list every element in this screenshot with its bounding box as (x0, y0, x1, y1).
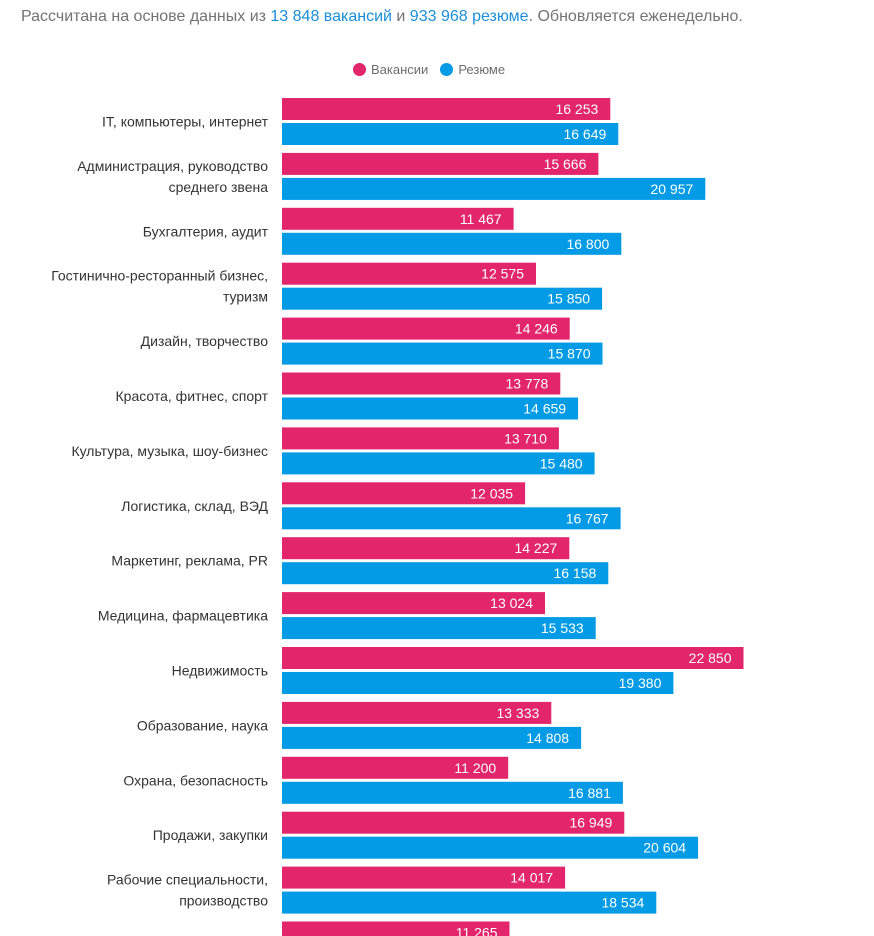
chart-legend: Вакансии Резюме (353, 62, 517, 77)
data-label-resumes: 18 534 (601, 895, 644, 911)
subtitle: Рассчитана на основе данных из 13 848 ва… (21, 8, 743, 26)
bar-vacancies[interactable] (282, 98, 611, 120)
subtitle-and: и (391, 8, 410, 25)
category-label: Продажи, закупки (153, 827, 268, 843)
bar-vacancies[interactable] (282, 152, 599, 175)
bar-vacancies[interactable] (282, 207, 514, 230)
bar-resumes[interactable] (282, 452, 595, 475)
category-label: Культура, музыка, шоу-бизнес (71, 443, 268, 459)
bar-resumes[interactable] (282, 342, 603, 365)
data-label-vacancies: 13 024 (490, 595, 533, 611)
bar-resumes[interactable] (282, 287, 603, 310)
bar-resumes[interactable] (282, 123, 619, 145)
bar-vacancies[interactable] (282, 701, 552, 724)
category-label: Администрация, руководство среднего звена (77, 158, 268, 195)
category-label: Дизайн, творчество (141, 333, 269, 349)
bar-vacancies[interactable] (282, 427, 559, 450)
data-label-resumes: 14 659 (523, 401, 566, 417)
bar-resumes[interactable] (282, 232, 622, 255)
category-label: Бухгалтерия, аудит (143, 223, 269, 239)
data-label-vacancies: 11 265 (456, 925, 498, 936)
bar-vacancies[interactable] (282, 866, 566, 889)
data-label-vacancies: 14 246 (515, 321, 558, 337)
data-label-resumes: 15 480 (540, 455, 583, 471)
data-label-resumes: 16 800 (566, 236, 609, 252)
data-label-resumes: 15 850 (547, 291, 590, 307)
bar-vacancies[interactable] (282, 756, 509, 779)
bar-resumes[interactable] (282, 726, 582, 749)
data-label-vacancies: 13 333 (496, 705, 539, 721)
legend-item-vacancies[interactable]: Вакансии (353, 62, 428, 77)
bar-vacancies[interactable] (282, 811, 625, 834)
data-label-vacancies: 13 778 (505, 376, 548, 392)
bar-resumes[interactable] (282, 397, 579, 420)
data-label-resumes: 19 380 (619, 675, 662, 691)
data-label-vacancies: 11 200 (454, 760, 496, 776)
vacancies-link[interactable]: 13 848 вакансий (270, 8, 392, 25)
data-label-vacancies: 15 666 (544, 156, 587, 172)
bar-resumes[interactable] (282, 177, 706, 200)
data-label-resumes: 20 957 (650, 181, 693, 197)
category-label: Образование, наука (137, 717, 268, 733)
bar-vacancies[interactable] (282, 537, 570, 560)
bar-vacancies[interactable] (282, 372, 561, 395)
bar-vacancies[interactable] (282, 647, 744, 669)
data-label-vacancies: 16 949 (569, 815, 612, 831)
bar-resumes[interactable] (282, 617, 596, 640)
bar-vacancies[interactable] (282, 262, 536, 285)
category-label: Логистика, склад, ВЭД (121, 498, 268, 514)
category-label: Охрана, безопасность (123, 772, 268, 788)
data-label-vacancies: 14 227 (514, 540, 557, 556)
data-label-resumes: 16 158 (553, 565, 596, 581)
bar-resumes[interactable] (282, 562, 609, 585)
category-label: Маркетинг, реклама, PR (111, 553, 268, 569)
data-label-vacancies: 22 850 (689, 650, 732, 666)
data-label-resumes: 20 604 (643, 840, 686, 856)
data-label-vacancies: 11 467 (460, 211, 502, 227)
data-label-vacancies: 14 017 (510, 870, 553, 886)
bar-vacancies[interactable] (282, 482, 526, 505)
data-label-vacancies: 13 710 (504, 430, 547, 446)
data-label-resumes: 14 808 (526, 730, 569, 746)
legend-resumes-label: Резюме (458, 62, 506, 77)
data-label-vacancies: 12 035 (470, 485, 513, 501)
data-label-vacancies: 12 575 (481, 266, 524, 282)
bar-resumes[interactable] (282, 507, 621, 530)
legend-resumes-dot (440, 63, 454, 76)
bar-vacancies[interactable] (282, 592, 545, 615)
data-label-resumes: 16 881 (568, 785, 611, 801)
category-label: Гостинично-ресторанный бизнес, туризм (51, 268, 268, 305)
legend-vacancies-label: Вакансии (371, 62, 429, 77)
legend-vacancies-dot (353, 63, 366, 76)
legend-item-resumes[interactable]: Резюме (440, 62, 505, 77)
bar-vacancies[interactable] (282, 317, 570, 340)
category-label: Недвижимость (172, 663, 268, 679)
data-label-resumes: 15 533 (541, 620, 584, 636)
data-label-vacancies: 16 253 (555, 101, 598, 117)
subtitle-suffix: . Обновляется еженедельно. (528, 8, 743, 25)
bar-vacancies[interactable] (282, 921, 510, 936)
category-label: Рабочие специальности, производство (107, 872, 268, 909)
category-label: Красота, фитнес, спорт (116, 388, 269, 404)
category-label: IT, компьютеры, интернет (102, 114, 269, 130)
bar-resumes[interactable] (282, 781, 623, 804)
resumes-link[interactable]: 933 968 резюме (409, 8, 529, 25)
category-label: Медицина, фармацевтика (98, 608, 268, 624)
data-label-resumes: 16 767 (566, 510, 609, 526)
subtitle-prefix: Рассчитана на основе данных из (21, 8, 271, 25)
bar-resumes[interactable] (282, 836, 699, 859)
data-label-resumes: 15 870 (548, 346, 591, 362)
data-label-resumes: 16 649 (563, 126, 606, 142)
bar-resumes[interactable] (282, 672, 674, 694)
bar-resumes[interactable] (282, 891, 657, 914)
